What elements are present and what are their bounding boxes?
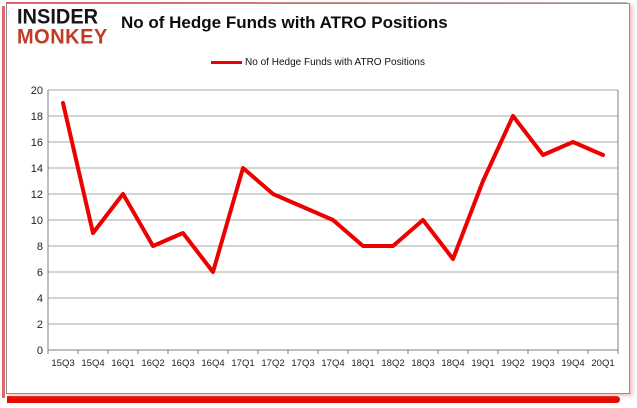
svg-text:4: 4 (37, 293, 43, 305)
svg-text:20: 20 (31, 85, 43, 97)
svg-text:16Q1: 16Q1 (111, 358, 134, 369)
gridlines (48, 89, 618, 351)
svg-text:16Q4: 16Q4 (201, 358, 224, 369)
svg-text:16Q2: 16Q2 (141, 358, 164, 369)
x-axis-ticks (47, 350, 619, 354)
y-axis-labels: 0 2 4 6 8 10 12 14 16 18 20 (31, 85, 43, 357)
series-line (61, 101, 605, 274)
bottom-red-bar (7, 396, 620, 403)
svg-text:17Q4: 17Q4 (321, 358, 344, 369)
legend-line-swatch (211, 61, 243, 64)
svg-text:19Q4: 19Q4 (561, 358, 584, 369)
svg-text:18: 18 (31, 111, 43, 123)
logo-text-insider: INSIDER (17, 5, 99, 29)
svg-text:6: 6 (37, 267, 43, 279)
svg-text:16Q3: 16Q3 (171, 358, 194, 369)
svg-text:15Q3: 15Q3 (51, 358, 74, 369)
x-axis-labels: 15Q3 15Q4 16Q1 16Q2 16Q3 16Q4 17Q1 17Q2 17Q3 17Q4… (51, 358, 614, 369)
svg-text:17Q1: 17Q1 (231, 358, 254, 369)
chart-card: INSIDER MONKEY No of Hedge Funds with AT… (6, 3, 630, 394)
logo-text-monkey: MONKEY (17, 25, 108, 49)
svg-text:18Q2: 18Q2 (381, 358, 404, 369)
legend-label: No of Hedge Funds with ATRO Positions (245, 57, 425, 68)
svg-text:19Q3: 19Q3 (531, 358, 554, 369)
svg-text:19Q1: 19Q1 (471, 358, 494, 369)
svg-text:19Q2: 19Q2 (501, 358, 524, 369)
page-title: No of Hedge Funds with ATRO Positions (121, 13, 448, 32)
svg-text:14: 14 (31, 163, 43, 175)
insider-monkey-logo[interactable]: INSIDER MONKEY (17, 5, 108, 49)
svg-text:2: 2 (37, 319, 43, 331)
legend: No of Hedge Funds with ATRO Positions (7, 57, 629, 68)
svg-text:18Q1: 18Q1 (351, 358, 374, 369)
svg-text:16: 16 (31, 137, 43, 149)
svg-text:17Q3: 17Q3 (291, 358, 314, 369)
svg-text:10: 10 (31, 215, 43, 227)
svg-text:18Q4: 18Q4 (441, 358, 464, 369)
left-accent-line (2, 6, 5, 398)
svg-text:18Q3: 18Q3 (411, 358, 434, 369)
svg-text:15Q4: 15Q4 (81, 358, 104, 369)
svg-text:0: 0 (37, 345, 43, 357)
line-chart: 0 2 4 6 8 10 12 14 16 18 20 15Q3 15Q4 16Q1 16Q2 16Q3 16Q… (31, 85, 619, 369)
svg-text:17Q2: 17Q2 (261, 358, 284, 369)
svg-text:8: 8 (37, 241, 43, 253)
svg-text:20Q1: 20Q1 (591, 358, 614, 369)
svg-text:12: 12 (31, 189, 43, 201)
